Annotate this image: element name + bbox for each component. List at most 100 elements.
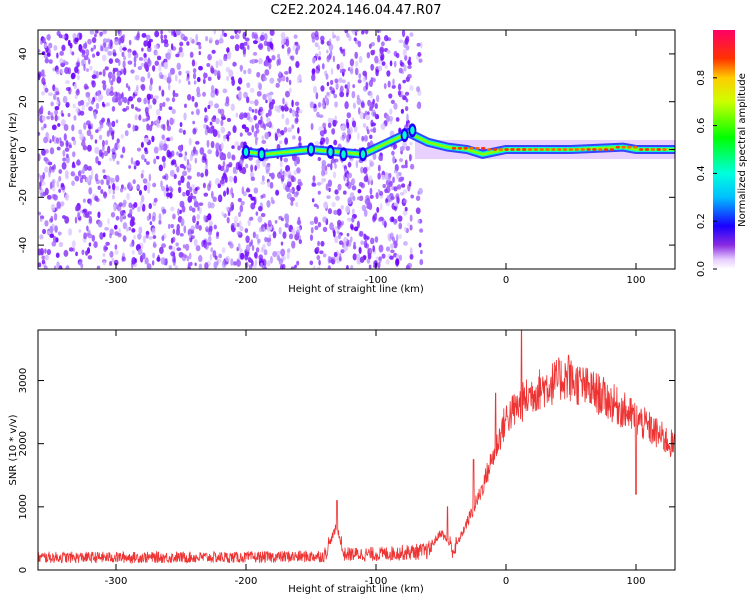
- spectrogram-cell: [153, 146, 159, 154]
- spectrogram-cell: [280, 105, 285, 112]
- spectrogram-cell: [111, 133, 115, 141]
- spectrogram-cell: [357, 79, 362, 84]
- spectrogram-cell: [265, 113, 269, 118]
- spectrogram-cell: [104, 66, 109, 71]
- spectrogram-cell: [255, 159, 261, 164]
- spectrogram-cell: [334, 163, 337, 169]
- spectrogram-cell: [200, 172, 204, 178]
- spectrogram-cell: [240, 252, 245, 260]
- spectrogram-cell: [290, 55, 295, 61]
- spectrogram-cell: [63, 133, 67, 141]
- spectrogram-cell: [187, 81, 191, 85]
- signal-peak-cell: [633, 145, 638, 149]
- spectrogram-cell: [174, 93, 179, 98]
- spectrogram-cell: [110, 211, 116, 218]
- spectrogram-cell: [222, 88, 228, 94]
- signal-peak-cell: [451, 146, 457, 150]
- spectrogram-cell: [296, 184, 301, 192]
- spectrogram-cell: [183, 112, 187, 121]
- spectrogram-cell: [340, 205, 344, 210]
- spectrogram-cell: [402, 79, 407, 84]
- spectrogram-cell: [152, 65, 156, 72]
- spectrogram-cell: [266, 240, 272, 247]
- spectrogram-cell: [136, 84, 139, 92]
- spectrogram-cell: [351, 208, 355, 215]
- signal-peak-cell: [568, 148, 574, 151]
- spectrogram-x-tick-label: -300: [105, 275, 128, 286]
- spectrogram-cell: [83, 55, 89, 61]
- spectrogram-cell: [228, 175, 234, 183]
- spectrogram-cell: [168, 265, 172, 269]
- spectrogram-cell: [127, 183, 131, 190]
- spectrogram-cell: [226, 135, 230, 142]
- colorbar-label: Normalized spectral amplitude: [737, 73, 748, 227]
- spectrogram-cell: [207, 128, 211, 133]
- spectrogram-cell: [223, 213, 227, 218]
- spectrogram-cell: [316, 266, 321, 269]
- spectrogram-cell: [189, 51, 194, 58]
- spectrogram-cell: [58, 188, 62, 193]
- spectrogram-cell: [317, 45, 321, 51]
- spectrogram-cell: [258, 43, 264, 51]
- spectrogram-cell: [104, 139, 109, 146]
- spectrogram-cell: [100, 189, 104, 194]
- spectrogram-cell: [194, 150, 199, 156]
- spectrogram-cell: [184, 103, 187, 108]
- spectrogram-cell: [111, 182, 116, 191]
- signal-peak-cell: [527, 148, 533, 151]
- spectrogram-cell: [46, 33, 51, 41]
- spectrogram-cell: [107, 145, 111, 154]
- spectrogram-cell: [58, 34, 63, 39]
- spectrogram-cell: [68, 247, 74, 252]
- spectrogram-cell: [285, 38, 290, 47]
- spectrogram-cell: [90, 134, 94, 140]
- spectrogram-cell: [265, 122, 271, 127]
- signal-peak-cell: [627, 145, 632, 149]
- spectrogram-cell: [390, 99, 395, 105]
- spectrogram-cell: [223, 190, 227, 197]
- spectrogram-cell: [355, 60, 359, 68]
- spectrogram-cell: [396, 171, 400, 180]
- spectrogram-cell: [289, 107, 293, 114]
- spectrogram-cell: [178, 46, 183, 53]
- spectrogram-cell: [231, 192, 235, 199]
- spectrogram-cell: [106, 130, 110, 137]
- spectrogram-cell: [65, 265, 70, 269]
- spectrogram-ylabel: Frequency (Hz): [8, 112, 19, 188]
- spectrogram-cell: [239, 225, 244, 232]
- spectrogram-cell: [346, 32, 350, 38]
- spectrogram-cell: [190, 225, 196, 231]
- spectrogram-cell: [133, 62, 137, 68]
- spectrogram-cell: [386, 185, 391, 194]
- spectrogram-cell: [418, 242, 422, 248]
- spectrogram-cell: [293, 191, 299, 198]
- spectrogram-cell: [401, 176, 405, 181]
- signal-peak-cell: [598, 148, 603, 151]
- spectrogram-cell: [146, 123, 150, 131]
- spectrogram-cell: [61, 44, 66, 52]
- spectrogram-cell: [178, 79, 182, 84]
- spectrogram-cell: [234, 30, 238, 35]
- spectrogram-cell: [170, 43, 174, 51]
- spectrogram-cell: [132, 124, 135, 132]
- spectrogram-cell: [115, 185, 120, 191]
- spectrogram-cell: [213, 30, 217, 35]
- spectrogram-cell: [50, 101, 54, 107]
- spectrogram-cell: [230, 258, 234, 266]
- spectrogram-cell: [166, 119, 170, 127]
- spectrogram-cell: [132, 179, 136, 184]
- spectrogram-cell: [109, 232, 112, 239]
- spectrogram-cell: [256, 90, 262, 97]
- spectrogram-cell: [251, 109, 255, 113]
- spectrogram-cell: [38, 262, 42, 268]
- spectrogram-cell: [316, 205, 319, 209]
- spectrogram-cell: [199, 147, 205, 155]
- spectrogram-cell: [185, 76, 190, 82]
- spectrogram-cell: [263, 266, 268, 269]
- spectrogram-cell: [378, 244, 384, 253]
- spectrogram-cell: [139, 200, 143, 209]
- spectrogram-cell: [105, 241, 110, 246]
- spectrogram-cell: [101, 80, 106, 85]
- spectrogram-cell: [81, 249, 85, 256]
